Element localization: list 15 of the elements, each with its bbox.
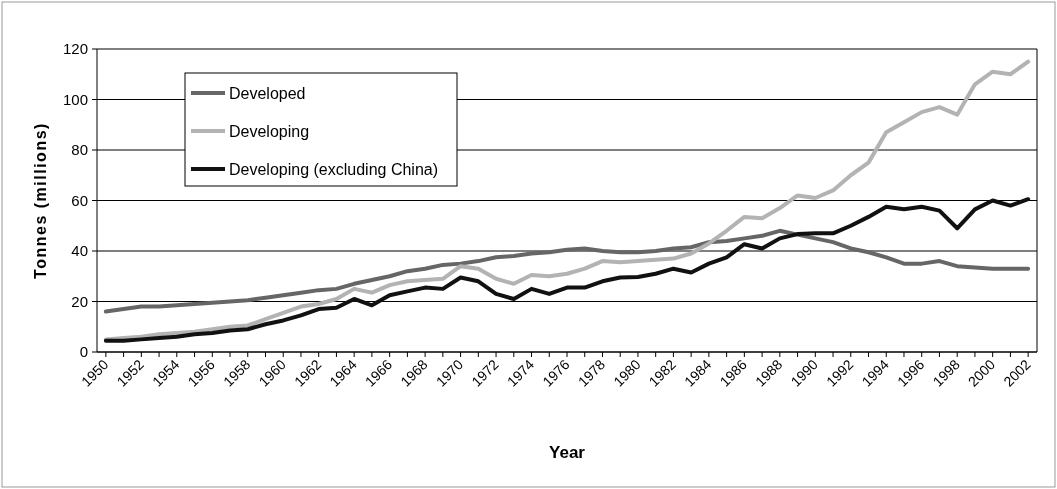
y-tick-label: 120 bbox=[62, 40, 88, 58]
line-series bbox=[103, 59, 1031, 342]
y-tick-label: 80 bbox=[71, 141, 88, 159]
legend-label: Developing bbox=[229, 122, 310, 140]
y-tick-label: 60 bbox=[71, 191, 88, 209]
line-series bbox=[103, 197, 1031, 343]
y-tick-label: 40 bbox=[71, 242, 88, 260]
y-tick-label: 0 bbox=[79, 343, 88, 361]
y-tick-label: 20 bbox=[71, 292, 88, 310]
legend-label: Developing (excluding China) bbox=[229, 160, 439, 178]
y-tick-label: 100 bbox=[62, 90, 88, 108]
x-axis-title: Year bbox=[549, 443, 586, 462]
y-axis-title: Tonnes (millions) bbox=[32, 122, 49, 279]
line-series bbox=[103, 228, 1031, 314]
legend-label: Developed bbox=[229, 84, 306, 102]
